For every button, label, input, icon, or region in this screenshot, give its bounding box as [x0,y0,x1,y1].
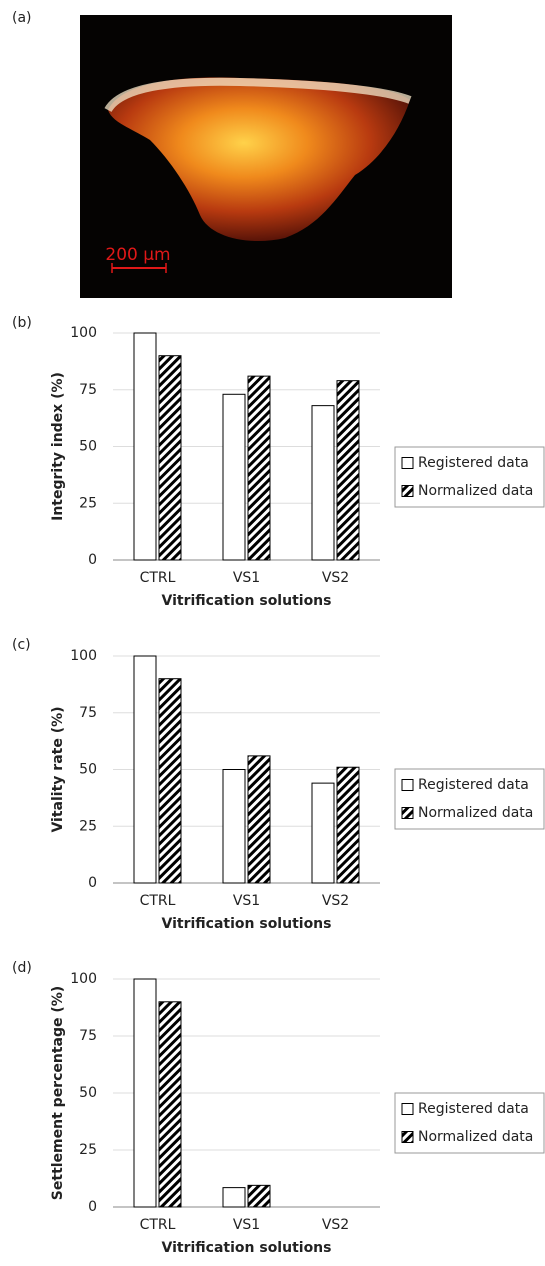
bar [159,1002,181,1207]
y-tick-label: 50 [79,439,97,455]
x-tick-label: CTRL [140,1217,176,1233]
legend-swatch [402,458,413,469]
legend-swatch [402,780,413,791]
y-tick-label: 100 [70,971,97,987]
legend-label: Normalized data [418,483,533,499]
y-tick-label: 50 [79,762,97,778]
y-tick-label: 100 [70,648,97,664]
y-tick-label: 100 [70,325,97,341]
legend-label: Registered data [418,455,529,471]
legend-label: Registered data [418,777,529,793]
panel-label: (b) [12,315,32,331]
bar [134,333,156,560]
bar [248,756,270,883]
legend-swatch [402,1132,413,1143]
x-tick-label: VS1 [233,893,260,909]
y-tick-label: 0 [88,875,97,891]
x-tick-label: VS1 [233,570,260,586]
bar [337,767,359,883]
bar [134,979,156,1207]
y-axis-title: Integrity index (%) [50,372,66,521]
bar [159,356,181,560]
bar [134,656,156,883]
panel-label: (d) [12,960,32,976]
x-tick-label: CTRL [140,893,176,909]
scale-bar-label: 200 μm [105,245,170,265]
y-tick-label: 50 [79,1085,97,1101]
y-tick-label: 75 [79,705,97,721]
x-tick-label: VS1 [233,1217,260,1233]
legend-label: Normalized data [418,1129,533,1145]
panel-label: (a) [12,10,32,26]
y-tick-label: 75 [79,382,97,398]
x-tick-label: CTRL [140,570,176,586]
y-axis-title: Vitality rate (%) [50,706,66,832]
y-tick-label: 25 [79,1142,97,1158]
y-tick-label: 0 [88,552,97,568]
bar [312,406,334,560]
panel-label: (c) [12,637,31,653]
legend-label: Registered data [418,1101,529,1117]
x-tick-label: VS2 [322,570,349,586]
photo: 200 μm [80,15,452,298]
legend-swatch [402,808,413,819]
y-axis-title: Settlement percentage (%) [50,986,66,1200]
y-tick-label: 25 [79,818,97,834]
bar [248,376,270,560]
bar [223,770,245,884]
bar [223,394,245,560]
x-tick-label: VS2 [322,1217,349,1233]
x-tick-label: VS2 [322,893,349,909]
x-axis-title: Vitrification solutions [162,916,332,932]
x-axis-title: Vitrification solutions [162,593,332,609]
y-tick-label: 25 [79,495,97,511]
bar [312,783,334,883]
page: (a) 200 μm (b) (c) (d) 0 25 50 75 100 CTRL VS1… [0,0,545,1266]
x-axis-title: Vitrification solutions [162,1240,332,1256]
legend-label: Normalized data [418,805,533,821]
figure: (a) 200 μm (b) (c) (d) 0 25 50 75 100 CTRL VS1… [0,0,545,1266]
bar [337,381,359,560]
bar [248,1185,270,1207]
bar [223,1188,245,1207]
legend-swatch [402,486,413,497]
bar [159,679,181,883]
legend-swatch [402,1104,413,1115]
y-tick-label: 0 [88,1199,97,1215]
y-tick-label: 75 [79,1028,97,1044]
